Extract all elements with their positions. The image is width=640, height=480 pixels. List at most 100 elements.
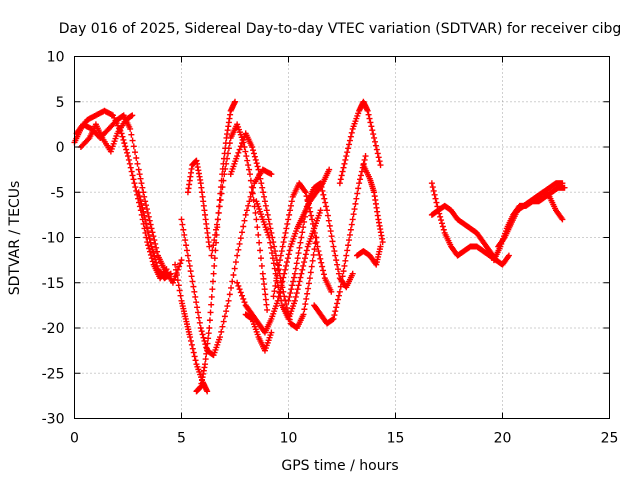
y-tick-label: -25: [42, 366, 65, 382]
data-point-interp: [286, 293, 293, 300]
data-point-interp: [275, 267, 282, 274]
data-point-interp: [219, 323, 226, 330]
data-point-interp: [348, 221, 355, 228]
data-point-interp: [269, 255, 276, 262]
data-point-interp: [130, 176, 137, 183]
x-tick-label: 25: [601, 431, 619, 447]
data-point-interp: [369, 127, 376, 134]
data-point-interp: [355, 185, 362, 192]
data-point-interp: [273, 277, 280, 284]
data-point-interp: [278, 248, 285, 255]
data-point-interp: [299, 266, 306, 273]
data-point-interp: [288, 198, 295, 205]
data-point: [276, 257, 283, 264]
data-point: [302, 189, 309, 196]
y-axis-title: SDTVAR / TECUs: [7, 181, 23, 296]
data-point: [324, 207, 331, 214]
data-point-interp: [312, 234, 319, 241]
data-point-interp: [246, 198, 253, 205]
data-point-interp: [177, 260, 184, 267]
data-point-interp: [143, 224, 150, 231]
data-point: [315, 248, 322, 255]
data-point-interp: [137, 175, 144, 182]
data-point-interp: [289, 282, 296, 289]
data-point-interp: [239, 292, 246, 299]
data-point-interp: [185, 257, 192, 264]
data-point-interp: [308, 263, 315, 270]
data-point-interp: [146, 235, 153, 242]
data-point-interp: [268, 250, 275, 257]
data-point: [561, 184, 568, 191]
data-point-interp: [151, 237, 158, 244]
data-point-interp: [261, 286, 268, 293]
data-point-interp: [132, 149, 139, 156]
data-point-interp: [235, 149, 242, 156]
data-point-interp: [287, 290, 294, 297]
data-point: [505, 252, 512, 259]
data-point-interp: [264, 211, 271, 218]
data-point-interp: [283, 262, 290, 269]
data-point: [191, 288, 198, 295]
data-point-interp: [208, 293, 215, 300]
data-point-interp: [229, 278, 236, 285]
data-point-interp: [254, 163, 261, 170]
data-point: [148, 225, 155, 232]
data-point-interp: [334, 261, 341, 268]
data-point-interp: [276, 262, 283, 269]
data-point-interp: [176, 263, 183, 270]
data-point-interp: [279, 243, 286, 250]
data-point-interp: [331, 248, 338, 255]
data-point-interp: [314, 243, 321, 250]
data-point-interp: [240, 223, 247, 230]
y-tick-label: 10: [47, 50, 65, 66]
data-point: [343, 252, 350, 259]
chart-title: Day 016 of 2025, Sidereal Day-to-day VTE…: [59, 21, 622, 37]
data-point: [283, 225, 290, 232]
data-point: [178, 257, 185, 264]
data-point-interp: [439, 223, 446, 230]
y-tick-label: 0: [56, 140, 65, 156]
data-point-interp: [370, 131, 377, 138]
data-point-interp: [230, 271, 237, 278]
data-point-interp: [345, 242, 352, 249]
y-tick-label: -30: [42, 412, 65, 428]
series-arc-14: [270, 180, 335, 300]
data-point-interp: [206, 317, 213, 324]
data-point-interp: [262, 202, 269, 209]
data-point-interp: [247, 193, 254, 200]
series-arc-3: [77, 112, 136, 155]
data-point-interp: [143, 206, 150, 213]
data-point-interp: [322, 199, 329, 206]
data-point-interp: [310, 251, 317, 258]
data-point-interp: [350, 211, 357, 218]
data-point-interp: [303, 247, 310, 254]
data-point-interp: [337, 283, 344, 290]
data-point: [356, 180, 363, 187]
data-point-interp: [290, 278, 297, 285]
data-point: [234, 279, 241, 286]
data-point-interp: [149, 246, 156, 253]
data-point-interp: [138, 180, 145, 187]
data-point: [377, 162, 384, 169]
data-point-interp: [354, 190, 361, 197]
data-point-interp: [189, 278, 196, 285]
data-point-interp: [190, 349, 197, 356]
series-arc-8: [184, 157, 213, 250]
data-point-interp: [261, 193, 268, 200]
data-point-interp: [500, 235, 507, 242]
data-point-interp: [187, 337, 194, 344]
data-point-interp: [335, 266, 342, 273]
data-point-interp: [215, 209, 222, 216]
data-point-interp: [243, 153, 250, 160]
data-point-interp: [193, 299, 200, 306]
data-point-interp: [218, 328, 225, 335]
data-point: [349, 270, 356, 277]
data-point-interp: [276, 290, 283, 297]
data-point-interp: [220, 318, 227, 325]
data-point-interp: [263, 301, 270, 308]
data-point: [210, 270, 217, 277]
data-point-interp: [211, 262, 218, 269]
data-point-interp: [374, 150, 381, 157]
data-point: [217, 334, 224, 341]
data-point-interp: [430, 187, 437, 194]
